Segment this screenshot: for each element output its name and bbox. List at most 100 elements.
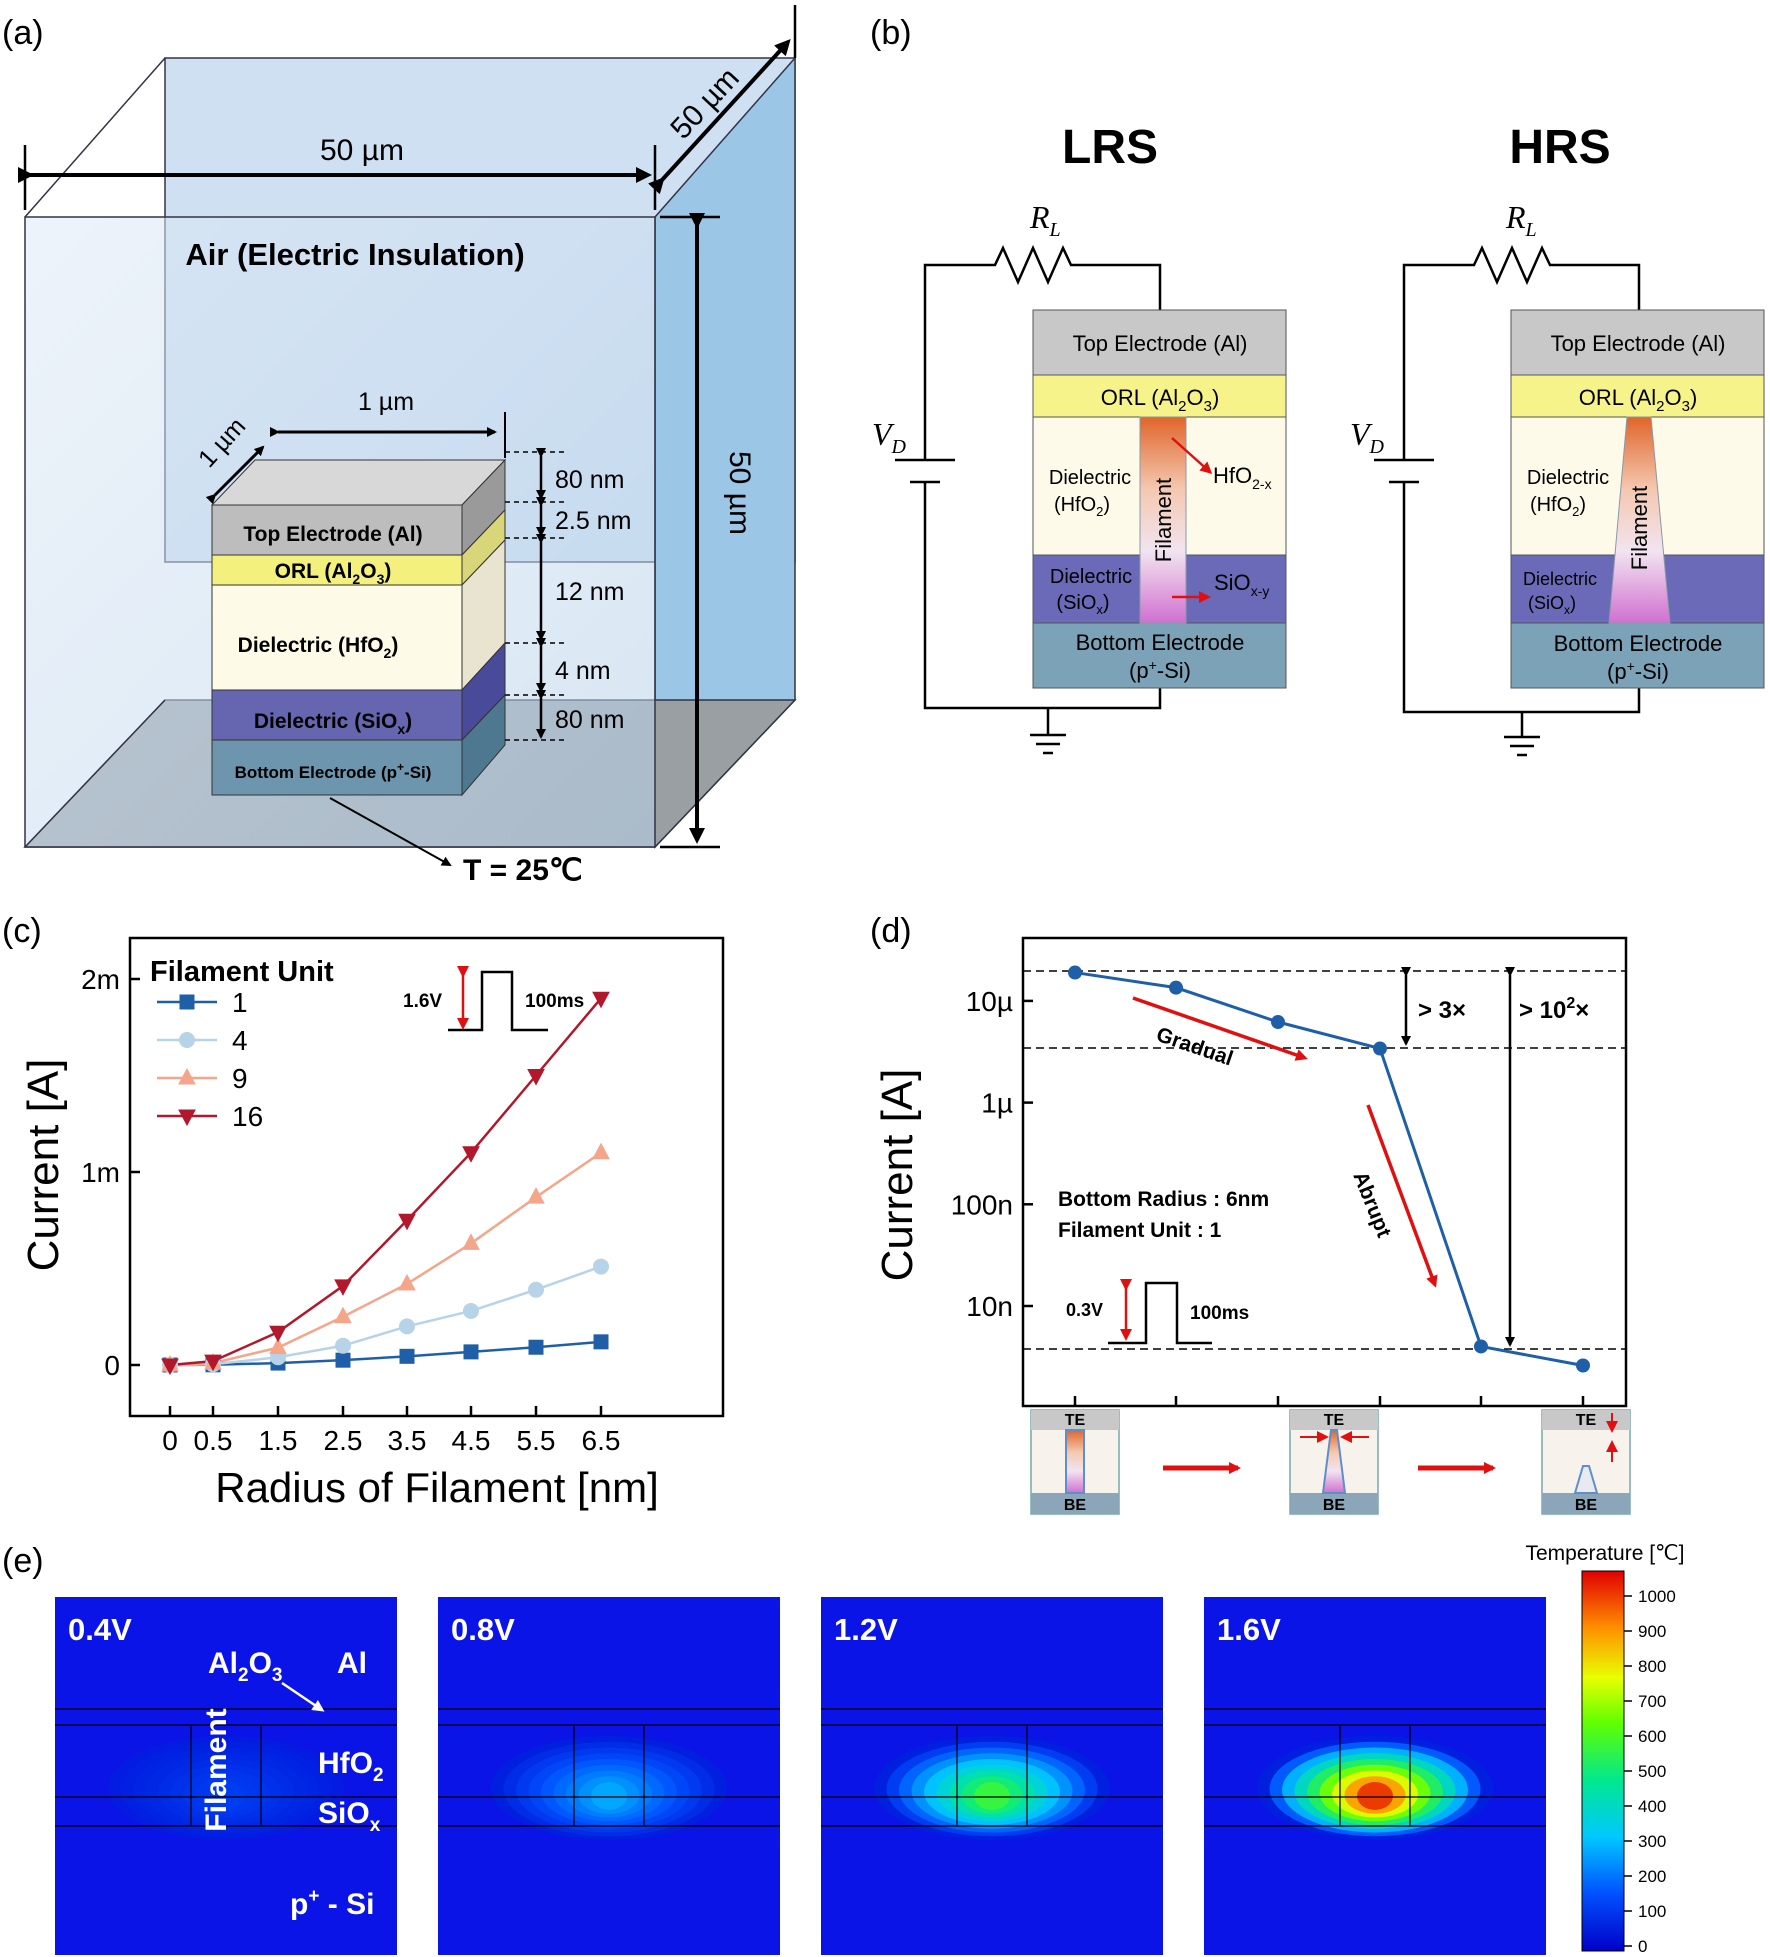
chart-c-point-4 [593,1258,609,1275]
chart-d-point [1068,965,1082,980]
chart-c-point-4 [335,1337,351,1354]
hrs-rl-label: RL [1505,199,1537,241]
colorbar-tick-label: 0 [1638,1937,1647,1956]
chart-c-point-16 [204,1354,222,1372]
chart-c-xtick-label: 2.5 [324,1425,363,1456]
state-diagram-3: TE BE [1541,1409,1631,1515]
lrs-hfo2x-label: HfO2-x [1213,463,1272,492]
chart-c-frame [128,936,725,1418]
panel-label-a: (a) [2,14,44,52]
colorbar-tick-label: 600 [1638,1727,1666,1746]
state-2-be: BE [1323,1497,1346,1514]
chart-c-point-1 [335,1352,351,1368]
chart-c-point-4 [399,1318,415,1335]
chart-d-point [1474,1339,1488,1354]
chart-d-series-line [1074,971,1584,1367]
box-width-label: 50 µm [320,134,404,167]
hrs-diel-sio-2: (SiOx) [1528,593,1576,617]
chart-d-ytick-label: 10µ [966,986,1013,1017]
colorbar-tick-label: 1000 [1638,1587,1676,1606]
panel-label-b: (b) [870,14,912,52]
chart-c-xlabel: Radius of Filament [nm] [215,1464,659,1511]
chart-d-pulse: 0.3V 100ms [1066,1279,1249,1345]
chart-c-point-16 [592,991,610,1009]
heatmap-panel: 0.8V [438,1597,780,1955]
e-filament-label: Filament [200,1708,233,1831]
heatmap-panel: 1.6V [1204,1597,1546,1955]
hrs-device [1510,309,1765,689]
e-al2o3-label: Al2O3 [208,1647,283,1686]
state-diagram-1: TE BE [1030,1409,1120,1515]
chart-d-point [1271,1015,1285,1030]
colorbar-tick-label: 300 [1638,1832,1666,1851]
lrs-bottom-2: (p+-Si) [1129,657,1191,683]
hrs-filament-label: Filament [1627,486,1652,570]
chart-c-legend-marker [179,1032,195,1048]
thickness-siox: 4 nm [555,657,611,685]
hrs-bottom-2: (p+-Si) [1607,658,1669,684]
e-siox-label: SiOx [318,1797,381,1836]
hrs-diel-hfo-1: Dielectric [1527,467,1609,489]
colorbar-title: Temperature [℃] [1526,1542,1685,1565]
chart-c-ytick-label: 2m [81,964,120,995]
lrs-vd-label: VD [872,416,907,458]
colorbar-tick-label: 200 [1638,1867,1666,1886]
heatmap-panel: 1.2V [821,1597,1163,1955]
lrs-title: LRS [1062,121,1158,174]
chart-c-series-line-16 [169,997,602,1367]
depth-dim-arrow [648,39,791,195]
chart-c-legend-label: 4 [232,1025,248,1056]
thickness-orl: 2.5 nm [555,507,631,535]
chart-c-xtick-label: 6.5 [582,1425,621,1456]
chart-d-point [1169,980,1183,995]
hrs-vd-label: VD [1350,416,1385,458]
colorbar-tick-label: 500 [1638,1762,1666,1781]
layer-orl: ORL (Al2O3) [275,560,392,587]
chart-c-pulse-width: 100ms [525,991,584,1012]
chart-d-ytick-label: 10n [966,1291,1013,1322]
chart-c-series-line-4 [169,1265,602,1367]
lrs-orl: ORL (Al2O3) [1101,385,1220,415]
chart-d-pulse-voltage: 0.3V [1066,1300,1103,1320]
heatmap-contour [208,1782,244,1810]
state-1-te: TE [1065,1412,1086,1429]
hrs-diel-hfo-2: (HfO2) [1530,494,1586,519]
box-height-label: 50 µm [723,451,756,535]
temperature-label: T = 25℃ [463,854,583,887]
chart-c-point-4 [463,1302,479,1319]
panel-label-c: (c) [2,912,42,950]
lrs-diel-sio-2: (SiOx) [1056,592,1109,617]
layer-siox: Dielectric (SiOx) [254,710,412,737]
chart-c-point-16 [269,1325,287,1343]
heatmap-contour [1357,1782,1393,1810]
lrs-device [1032,309,1287,689]
panel-e-labels: Al2O3 Al HfO2 SiOx Filament p+ - Si [200,1647,384,1921]
chart-c-point-9 [527,1187,545,1204]
chart-c-point-4 [528,1281,544,1298]
colorbar: Temperature [℃] 100090080070060050040030… [1526,1542,1685,1956]
chart-c-ylabel: Current [A] [19,1059,68,1272]
chart-c-point-1 [399,1348,415,1364]
chart-c-point-1 [528,1339,544,1355]
chart-d-ytick-label: 100n [951,1189,1013,1220]
dev-width-label: 1 µm [358,388,414,416]
heatmap-panel: 0.4V [55,1597,397,1955]
chart-c-series-line-9 [169,1151,602,1367]
chart-c-legend-marker [179,994,195,1010]
state-2-te: TE [1324,1412,1345,1429]
heatmap-voltage-label: 0.4V [68,1612,132,1647]
chart-d-ratio-small: > 3× [1418,997,1466,1024]
chart-c-legend-label: 16 [232,1101,263,1132]
heatmap-voltage-label: 1.6V [1217,1612,1281,1647]
chart-c-point-1 [593,1334,609,1350]
thickness-bottom: 80 nm [555,706,624,734]
hrs-circuit [1374,244,1641,757]
chart-c-xtick-label: 3.5 [388,1425,427,1456]
chart-c-legend-label: 1 [232,987,248,1018]
e-hfo2-label: HfO2 [318,1747,384,1786]
colorbar-tick-label: 400 [1638,1797,1666,1816]
panel-a: 50 µm 50 µm 50 µm Air (Electric Insulati… [18,5,797,887]
chart-d-point [1373,1041,1387,1056]
